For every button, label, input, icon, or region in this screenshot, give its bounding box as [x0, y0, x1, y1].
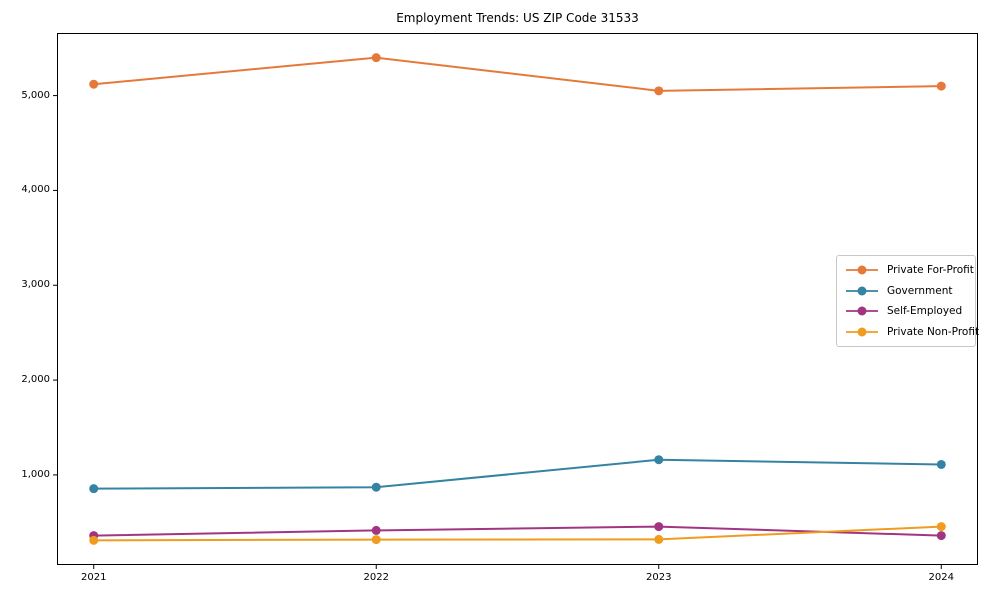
x-tick-label: 2021	[80, 572, 107, 583]
data-point-marker	[936, 531, 946, 541]
series-line	[93, 458, 942, 490]
data-point-marker	[89, 535, 99, 545]
data-point-marker	[936, 459, 946, 469]
legend-item: Government	[844, 281, 967, 302]
legend-line-marker-icon	[846, 265, 878, 275]
data-point-marker	[936, 522, 946, 532]
x-tick-label: 2023	[646, 572, 672, 583]
legend-line-marker-icon	[846, 327, 878, 337]
y-tick-label: 3,000	[21, 279, 50, 291]
data-point-marker	[371, 53, 381, 63]
data-point-marker	[89, 484, 99, 494]
data-point-marker	[654, 522, 664, 532]
series-private-for-profit	[89, 53, 946, 96]
legend-label: Private For-Profit	[887, 264, 974, 277]
legend-item: Private Non-Profit	[844, 322, 979, 343]
legend-label: Private Non-Profit	[887, 325, 980, 338]
y-tick-label: 5,000	[21, 89, 50, 101]
data-point-marker	[371, 482, 381, 492]
legend-item: Self-Employed	[844, 301, 967, 322]
series-line	[93, 56, 942, 92]
data-point-marker	[371, 535, 381, 545]
series-self-employed	[89, 522, 946, 541]
series-line	[93, 525, 942, 542]
plot-frame	[57, 33, 978, 565]
legend-line-marker-icon	[846, 306, 878, 316]
x-tick-label: 2022	[363, 572, 389, 583]
legend-label: Self-Employed	[887, 305, 963, 318]
y-tick-label: 1,000	[21, 468, 50, 480]
data-point-marker	[654, 86, 664, 96]
data-point-marker	[654, 455, 664, 465]
legend-line-marker-icon	[846, 286, 878, 296]
data-point-marker	[89, 79, 99, 89]
legend-label: Government	[887, 284, 953, 297]
x-tick-label: 2024	[928, 572, 954, 583]
chart-title: Employment Trends: US ZIP Code 31533	[396, 11, 639, 25]
data-point-marker	[936, 81, 946, 91]
series-private-non-profit	[89, 522, 946, 545]
y-tick-label: 4,000	[21, 184, 50, 196]
series-line	[93, 525, 942, 537]
series-government	[89, 455, 946, 494]
data-point-marker	[371, 525, 381, 535]
y-tick-label: 2,000	[21, 374, 50, 386]
legend-item: Private For-Profit	[844, 260, 974, 281]
legend: Private For-Profit Government Self-Emplo…	[836, 255, 979, 347]
data-point-marker	[654, 534, 664, 544]
